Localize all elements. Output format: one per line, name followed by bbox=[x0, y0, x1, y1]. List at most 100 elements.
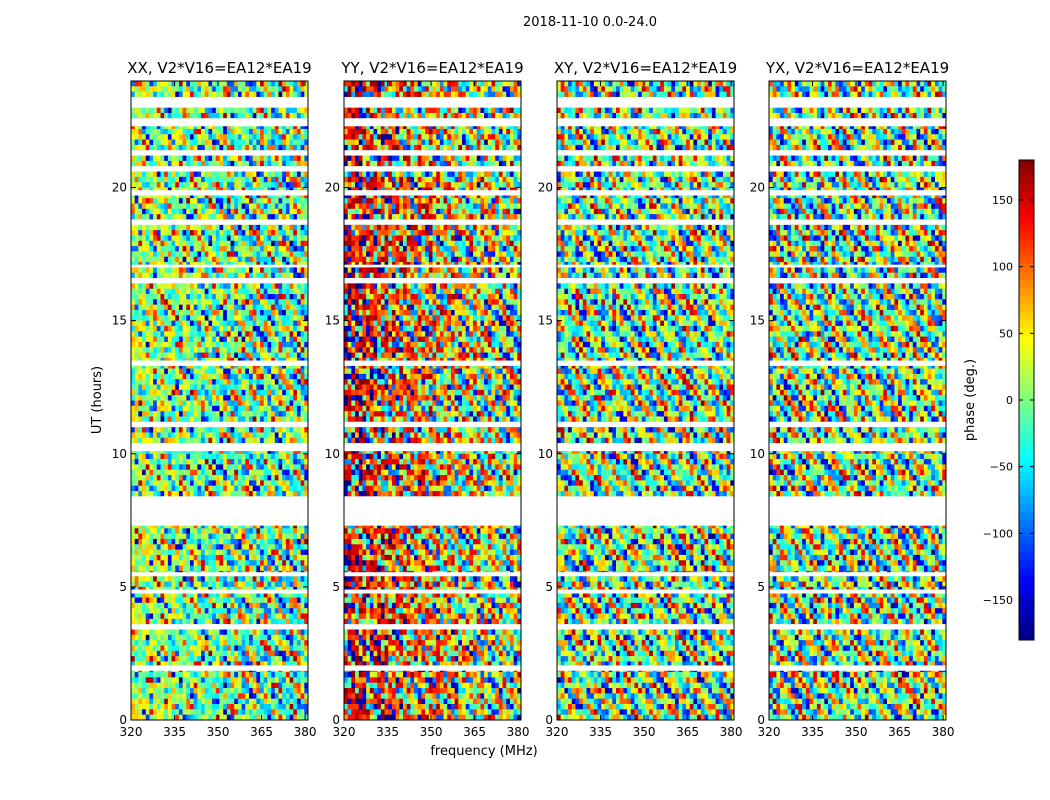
heat-cell bbox=[282, 613, 287, 620]
heat-cell bbox=[197, 224, 202, 231]
heat-cell bbox=[167, 373, 172, 380]
heat-cell bbox=[234, 320, 239, 327]
heat-cell bbox=[223, 128, 228, 135]
heat-cell bbox=[223, 597, 228, 604]
heat-cell bbox=[263, 214, 268, 220]
heat-cell bbox=[178, 214, 184, 220]
heat-cell bbox=[237, 400, 243, 407]
heat-cell bbox=[215, 485, 220, 492]
heat-cell bbox=[245, 352, 250, 359]
heat-cell bbox=[219, 91, 224, 98]
heat-cell bbox=[285, 411, 290, 417]
heat-cell bbox=[178, 352, 184, 359]
heat-cell bbox=[230, 91, 235, 98]
heat-cell bbox=[271, 272, 276, 279]
heat-cell bbox=[201, 288, 206, 295]
heat-cell bbox=[285, 182, 290, 188]
heat-cell bbox=[260, 155, 265, 162]
heat-cell bbox=[249, 528, 254, 535]
heat-cell bbox=[193, 352, 198, 359]
heat-cell bbox=[274, 379, 279, 385]
heat-cell bbox=[171, 522, 176, 529]
heat-cell bbox=[304, 224, 309, 231]
heat-cell bbox=[164, 230, 169, 236]
heat-cell bbox=[274, 581, 279, 588]
heat-cell bbox=[208, 139, 213, 146]
heat-cell bbox=[149, 379, 154, 385]
heat-cell bbox=[178, 405, 184, 412]
heat-cell bbox=[252, 272, 257, 279]
heat-cell bbox=[252, 379, 257, 385]
heat-cell bbox=[296, 81, 302, 87]
heat-cell bbox=[201, 528, 206, 535]
heat-cell bbox=[134, 336, 139, 343]
heat-cell bbox=[282, 91, 287, 98]
heat-cell bbox=[226, 613, 231, 620]
heat-cell bbox=[138, 86, 143, 93]
heat-cell bbox=[208, 304, 213, 311]
heat-cell bbox=[234, 565, 239, 572]
heat-cell bbox=[289, 395, 294, 401]
heat-cell bbox=[164, 134, 169, 140]
heat-cell bbox=[204, 230, 209, 236]
heat-cell bbox=[226, 309, 231, 316]
heat-cell bbox=[274, 230, 279, 236]
heat-cell bbox=[274, 554, 279, 561]
heat-cell bbox=[300, 107, 305, 114]
heat-cell bbox=[153, 448, 158, 455]
heat-cell bbox=[145, 341, 150, 348]
heat-cell bbox=[175, 304, 180, 311]
heat-cell bbox=[156, 91, 161, 98]
heat-cell bbox=[289, 475, 294, 481]
heat-cell bbox=[267, 373, 272, 380]
heat-cell bbox=[249, 427, 254, 433]
heat-cell bbox=[215, 538, 220, 545]
heat-cell bbox=[208, 389, 213, 396]
heat-cell bbox=[223, 554, 228, 561]
heat-cell bbox=[274, 86, 279, 93]
heat-cell bbox=[197, 581, 202, 588]
heat-cell bbox=[182, 544, 187, 551]
heat-cell bbox=[160, 81, 165, 87]
heat-cell bbox=[260, 576, 265, 582]
heat-cell bbox=[204, 368, 209, 375]
heat-cell bbox=[204, 379, 209, 385]
heat-cell bbox=[260, 469, 265, 476]
heat-cell bbox=[160, 288, 165, 295]
heat-cell bbox=[293, 522, 298, 529]
heat-cell bbox=[293, 107, 298, 114]
heat-cell bbox=[285, 198, 290, 204]
heat-cell bbox=[190, 315, 195, 322]
heat-cell bbox=[204, 288, 209, 295]
heat-cell bbox=[226, 352, 231, 359]
heat-cell bbox=[278, 363, 283, 369]
heat-cell bbox=[300, 384, 305, 391]
heat-cell bbox=[230, 416, 235, 423]
heat-cell bbox=[138, 214, 143, 220]
heat-cell bbox=[153, 384, 158, 391]
heat-cell bbox=[171, 491, 176, 497]
heat-cell bbox=[234, 155, 239, 162]
heat-cell bbox=[300, 203, 305, 210]
heat-cell bbox=[164, 182, 169, 188]
heat-cell bbox=[193, 299, 198, 306]
heat-cell bbox=[182, 581, 187, 588]
heat-cell bbox=[134, 230, 139, 236]
heat-cell bbox=[249, 592, 254, 598]
heat-cell bbox=[260, 373, 265, 380]
heat-cell bbox=[201, 554, 206, 561]
heat-cell bbox=[142, 363, 147, 369]
heat-cell bbox=[249, 294, 254, 300]
heat-cell bbox=[223, 405, 228, 412]
heat-cell bbox=[223, 230, 228, 236]
heat-cell bbox=[182, 368, 187, 375]
heat-cell bbox=[234, 389, 239, 396]
heat-cell bbox=[156, 384, 161, 391]
heat-cell bbox=[263, 448, 268, 455]
heat-cell bbox=[182, 331, 187, 337]
heat-cell bbox=[293, 123, 298, 130]
heat-cell bbox=[249, 128, 254, 135]
heat-cell bbox=[230, 384, 235, 391]
heat-cell bbox=[304, 389, 309, 396]
heat-cell bbox=[190, 405, 195, 412]
